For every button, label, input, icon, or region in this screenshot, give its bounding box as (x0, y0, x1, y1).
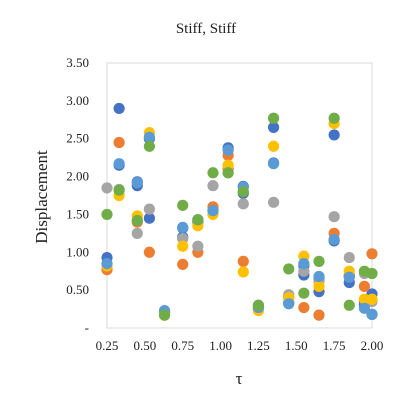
data-point (366, 308, 378, 320)
series-1 (101, 136, 378, 321)
data-point (267, 140, 280, 152)
data-point (143, 140, 155, 152)
data-points (101, 102, 378, 321)
x-tick-label: 2.00 (361, 338, 384, 353)
y-tick-label: 0.50 (66, 282, 89, 297)
data-point (101, 208, 113, 221)
data-point (177, 221, 189, 233)
data-point (328, 129, 340, 141)
data-point (113, 158, 125, 170)
y-axis-label: Displacement (32, 150, 51, 244)
data-point (237, 266, 249, 278)
data-point (113, 136, 125, 149)
data-point (207, 180, 219, 192)
data-point (358, 302, 371, 314)
data-point (131, 227, 143, 239)
data-point (237, 255, 249, 267)
y-tick-label: 3.00 (66, 93, 89, 108)
data-point (366, 267, 378, 280)
data-point (158, 309, 171, 321)
x-tick-label: 1.50 (285, 338, 308, 353)
data-point (113, 102, 125, 115)
data-point (298, 301, 310, 314)
data-point (343, 251, 355, 264)
data-point (267, 158, 280, 170)
y-tick-label: 2.00 (66, 169, 89, 184)
data-point (143, 203, 155, 215)
data-point (343, 299, 355, 311)
data-point (131, 177, 143, 189)
series-4 (101, 131, 378, 320)
data-point (313, 255, 325, 267)
data-point (222, 167, 234, 179)
y-tick-label: - (85, 320, 89, 335)
data-point (283, 263, 295, 275)
data-point (252, 299, 265, 311)
x-tick-labels: 0.25 0.50 0.75 1.00 1.25 1.50 1.75 2.00 (96, 338, 384, 353)
data-point (113, 184, 125, 196)
series-5 (101, 112, 378, 321)
data-point (192, 214, 204, 226)
data-point (267, 196, 280, 208)
data-point (343, 271, 355, 283)
data-point (298, 258, 310, 270)
data-point (101, 258, 113, 270)
data-point (143, 212, 155, 224)
data-point (358, 280, 371, 292)
data-point (298, 287, 310, 299)
data-point (313, 270, 325, 283)
x-axis-label: τ (236, 369, 243, 388)
data-point (237, 186, 249, 198)
y-tick-label: 2.50 (66, 131, 89, 146)
plot-area (106, 62, 373, 329)
data-point (207, 167, 219, 179)
x-tick-label: 1.25 (247, 338, 270, 353)
x-tick-label: 1.75 (323, 338, 346, 353)
data-point (328, 211, 340, 223)
y-tick-label: 1.00 (66, 244, 89, 259)
x-tick-label: 0.75 (171, 338, 194, 353)
data-point (143, 246, 155, 258)
data-point (192, 240, 204, 252)
x-tick-label: 0.25 (96, 338, 119, 353)
data-point (131, 214, 143, 227)
x-tick-label: 1.00 (209, 338, 232, 353)
data-point (207, 205, 219, 217)
chart-title: Stiff, Stiff (176, 21, 236, 37)
data-point (101, 182, 113, 194)
data-point (328, 112, 340, 124)
data-point (313, 309, 325, 321)
data-point (177, 240, 189, 252)
x-tick-label: 0.50 (133, 338, 156, 353)
data-point (177, 199, 189, 211)
series-0 (101, 102, 378, 320)
data-point (222, 144, 234, 156)
data-point (283, 298, 295, 310)
y-tick-label: 1.50 (66, 206, 89, 221)
data-point (366, 248, 378, 260)
data-point (267, 112, 280, 124)
data-point (313, 280, 325, 292)
data-point (177, 258, 189, 270)
data-point (143, 131, 155, 143)
data-point (328, 233, 340, 246)
data-point (267, 121, 280, 133)
y-tick-labels: - 0.50 1.00 1.50 2.00 2.50 3.00 3.50 (66, 55, 89, 335)
data-point (237, 198, 249, 210)
data-point (366, 293, 378, 305)
y-tick-label: 3.50 (66, 55, 89, 70)
